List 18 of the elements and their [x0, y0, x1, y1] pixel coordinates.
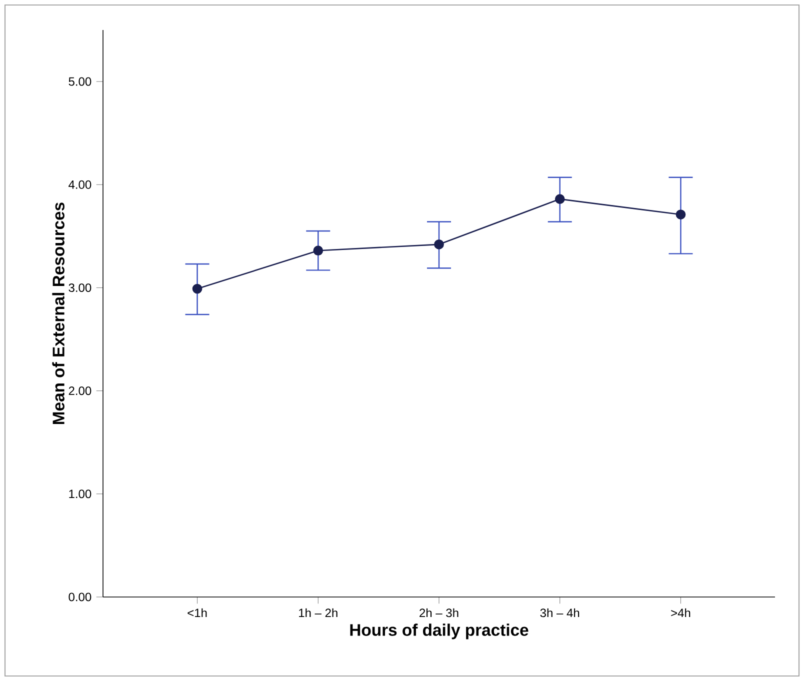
y-tick-label: 3.00	[68, 283, 92, 292]
point	[554, 194, 565, 204]
point	[676, 210, 686, 220]
x-tick-label: >4h	[671, 608, 690, 618]
x-tick-label: 3h – 4h	[540, 608, 580, 618]
x-tick-label: <1h	[188, 608, 207, 618]
x-tick-label: 1h – 2h	[299, 608, 338, 618]
y-tick-label: 5.00	[68, 77, 92, 86]
x-axis-title: Hours of daily practice	[350, 624, 528, 640]
x-tick-label: 2h – 3h	[420, 608, 458, 618]
y-tick-label: 2.00	[68, 386, 92, 396]
point	[313, 246, 324, 256]
y-tick-label: 0.00	[68, 592, 92, 602]
point	[434, 239, 444, 250]
y-tick-label: 4.00	[68, 180, 92, 189]
y-tick-label: 1.00	[69, 490, 92, 498]
y-axis-title: Mean of External Resources	[52, 202, 64, 424]
point	[192, 284, 202, 294]
